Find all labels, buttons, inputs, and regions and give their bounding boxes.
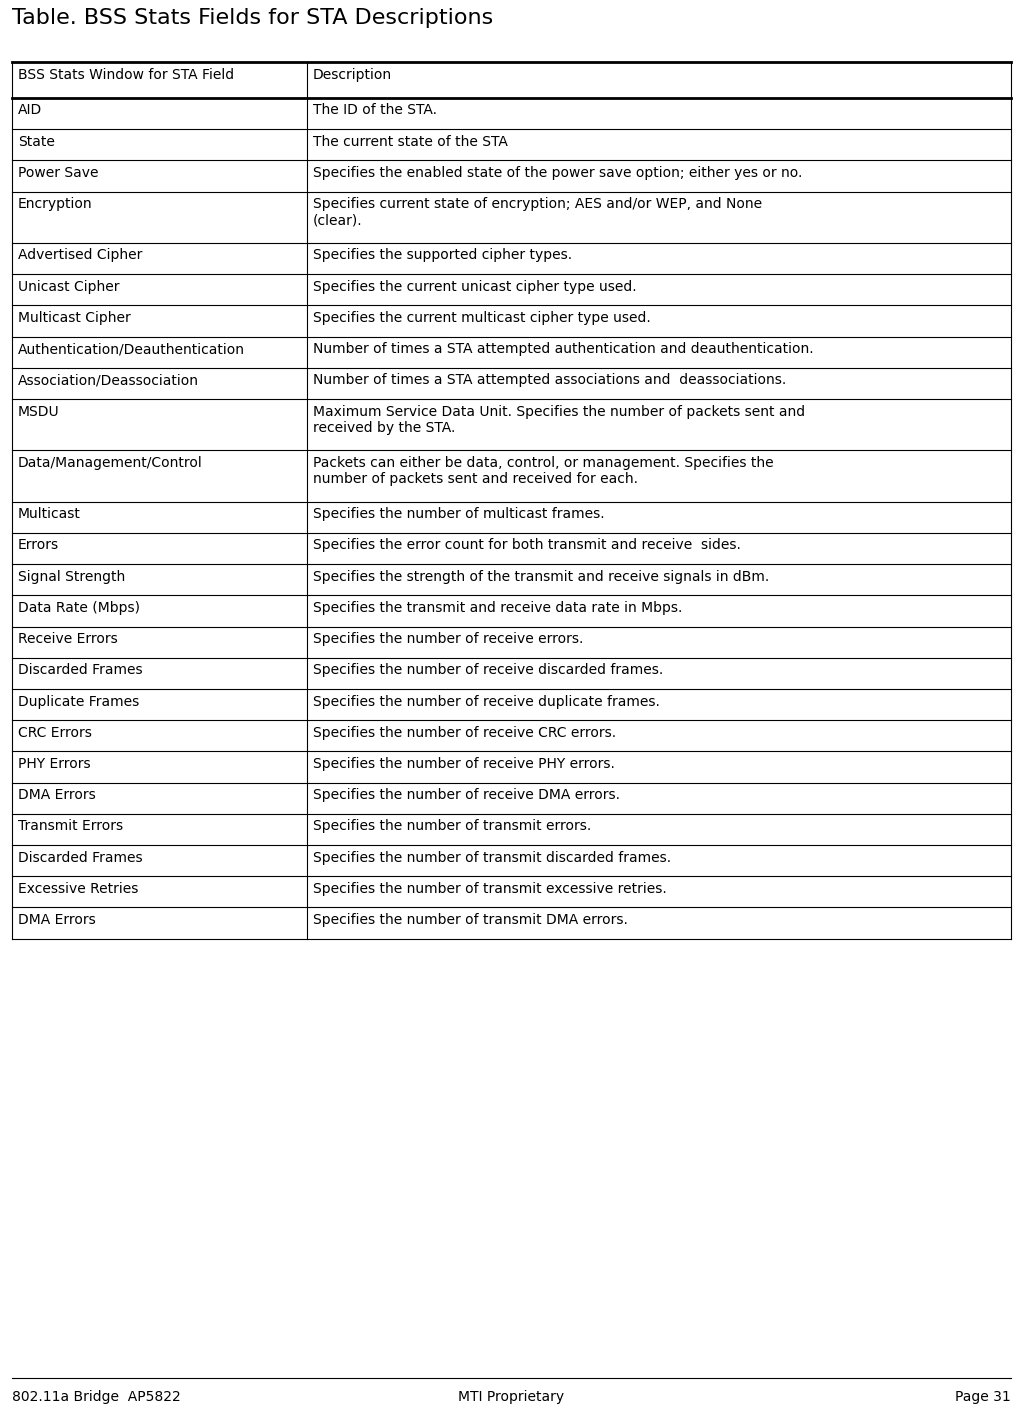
- Text: Specifies the number of multicast frames.: Specifies the number of multicast frames…: [313, 507, 605, 521]
- Text: Power Save: Power Save: [18, 166, 98, 180]
- Text: Specifies the number of receive PHY errors.: Specifies the number of receive PHY erro…: [313, 758, 615, 770]
- Text: Description: Description: [313, 68, 392, 82]
- Text: Excessive Retries: Excessive Retries: [18, 882, 138, 896]
- Text: Specifies the number of receive duplicate frames.: Specifies the number of receive duplicat…: [313, 694, 660, 708]
- Text: Maximum Service Data Unit. Specifies the number of packets sent and
received by : Maximum Service Data Unit. Specifies the…: [313, 405, 805, 435]
- Text: Encryption: Encryption: [18, 197, 93, 211]
- Text: Signal Strength: Signal Strength: [18, 569, 125, 583]
- Text: Duplicate Frames: Duplicate Frames: [18, 694, 139, 708]
- Text: Receive Errors: Receive Errors: [18, 632, 118, 646]
- Text: Specifies the number of transmit errors.: Specifies the number of transmit errors.: [313, 820, 591, 834]
- Text: Specifies the number of receive DMA errors.: Specifies the number of receive DMA erro…: [313, 789, 620, 801]
- Text: Advertised Cipher: Advertised Cipher: [18, 248, 142, 262]
- Text: Specifies the number of receive discarded frames.: Specifies the number of receive discarde…: [313, 663, 663, 677]
- Text: Specifies the number of transmit discarded frames.: Specifies the number of transmit discard…: [313, 851, 671, 865]
- Text: Specifies the transmit and receive data rate in Mbps.: Specifies the transmit and receive data …: [313, 600, 682, 615]
- Text: Specifies the supported cipher types.: Specifies the supported cipher types.: [313, 248, 572, 262]
- Text: Specifies current state of encryption; AES and/or WEP, and None
(clear).: Specifies current state of encryption; A…: [313, 197, 762, 228]
- Text: Discarded Frames: Discarded Frames: [18, 663, 142, 677]
- Text: Data/Management/Control: Data/Management/Control: [18, 456, 203, 470]
- Text: Data Rate (Mbps): Data Rate (Mbps): [18, 600, 140, 615]
- Text: AID: AID: [18, 103, 42, 118]
- Text: Packets can either be data, control, or management. Specifies the
number of pack: Packets can either be data, control, or …: [313, 456, 773, 486]
- Text: Transmit Errors: Transmit Errors: [18, 820, 123, 834]
- Text: Specifies the current unicast cipher type used.: Specifies the current unicast cipher typ…: [313, 279, 636, 293]
- Text: DMA Errors: DMA Errors: [18, 913, 96, 927]
- Text: Specifies the number of transmit DMA errors.: Specifies the number of transmit DMA err…: [313, 913, 627, 927]
- Text: Errors: Errors: [18, 538, 59, 552]
- Text: BSS Stats Window for STA Field: BSS Stats Window for STA Field: [18, 68, 234, 82]
- Text: Multicast Cipher: Multicast Cipher: [18, 312, 131, 324]
- Text: MTI Proprietary: MTI Proprietary: [458, 1391, 565, 1405]
- Text: Number of times a STA attempted authentication and deauthentication.: Number of times a STA attempted authenti…: [313, 343, 813, 355]
- Text: Specifies the number of receive CRC errors.: Specifies the number of receive CRC erro…: [313, 726, 616, 739]
- Text: Number of times a STA attempted associations and  deassociations.: Number of times a STA attempted associat…: [313, 374, 786, 388]
- Text: CRC Errors: CRC Errors: [18, 726, 92, 739]
- Text: Specifies the strength of the transmit and receive signals in dBm.: Specifies the strength of the transmit a…: [313, 569, 769, 583]
- Text: Specifies the number of receive errors.: Specifies the number of receive errors.: [313, 632, 583, 646]
- Text: Page 31: Page 31: [955, 1391, 1011, 1405]
- Text: PHY Errors: PHY Errors: [18, 758, 91, 770]
- Text: 802.11a Bridge  AP5822: 802.11a Bridge AP5822: [12, 1391, 181, 1405]
- Text: Association/Deassociation: Association/Deassociation: [18, 374, 199, 388]
- Text: MSDU: MSDU: [18, 405, 59, 419]
- Text: Specifies the enabled state of the power save option; either yes or no.: Specifies the enabled state of the power…: [313, 166, 802, 180]
- Text: Specifies the current multicast cipher type used.: Specifies the current multicast cipher t…: [313, 312, 651, 324]
- Text: Authentication/Deauthentication: Authentication/Deauthentication: [18, 343, 244, 355]
- Text: Specifies the number of transmit excessive retries.: Specifies the number of transmit excessi…: [313, 882, 666, 896]
- Text: State: State: [18, 135, 55, 149]
- Text: Discarded Frames: Discarded Frames: [18, 851, 142, 865]
- Text: Specifies the error count for both transmit and receive  sides.: Specifies the error count for both trans…: [313, 538, 741, 552]
- Text: Unicast Cipher: Unicast Cipher: [18, 279, 120, 293]
- Text: The ID of the STA.: The ID of the STA.: [313, 103, 437, 118]
- Text: DMA Errors: DMA Errors: [18, 789, 96, 801]
- Text: Multicast: Multicast: [18, 507, 81, 521]
- Text: The current state of the STA: The current state of the STA: [313, 135, 507, 149]
- Text: Table. BSS Stats Fields for STA Descriptions: Table. BSS Stats Fields for STA Descript…: [12, 8, 493, 28]
